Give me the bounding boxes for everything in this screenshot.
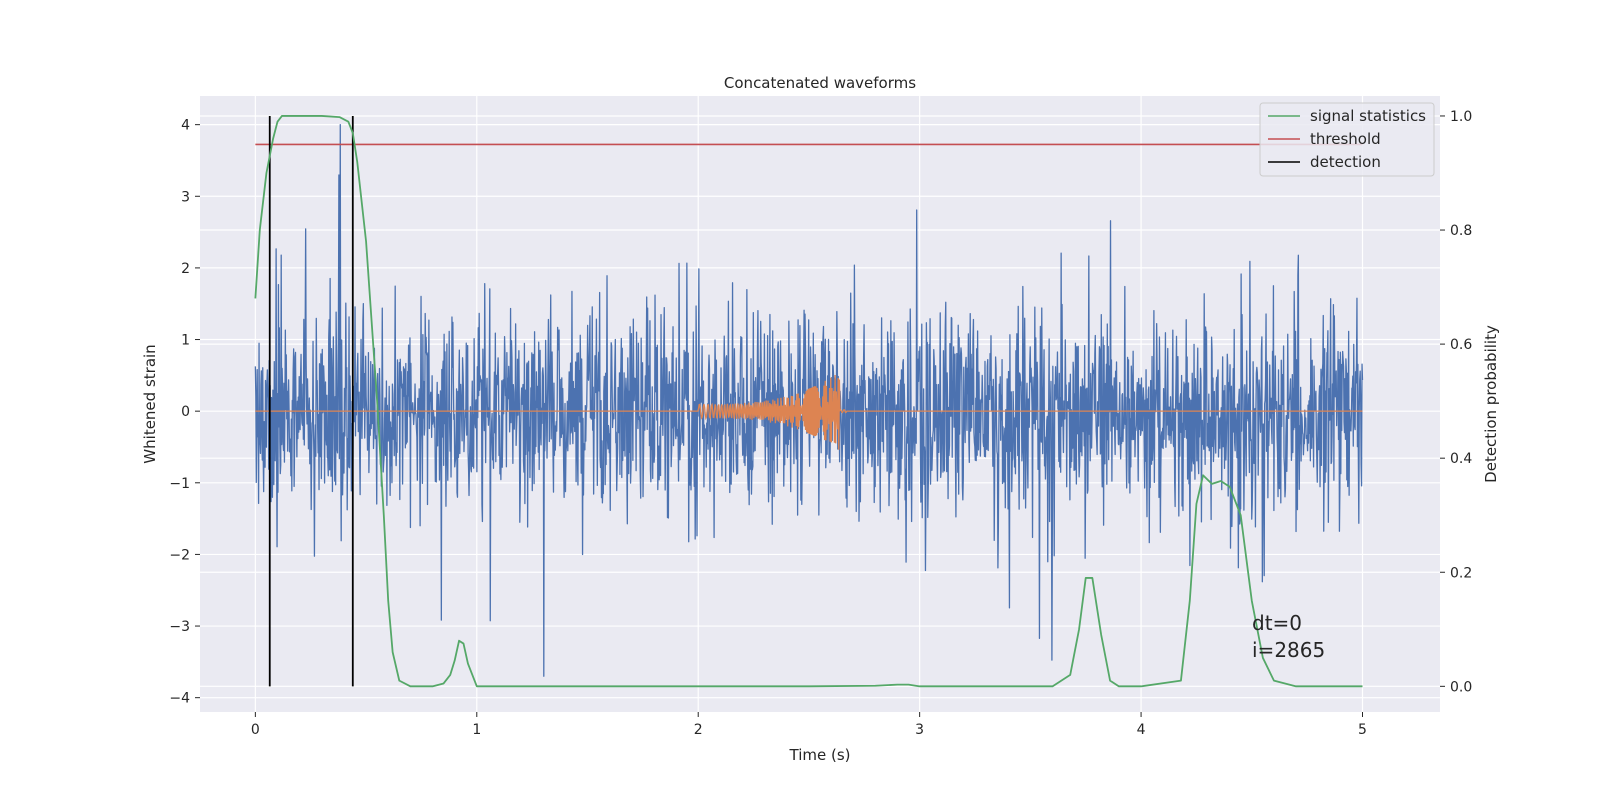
noise-line	[254, 124, 1364, 677]
chirp-line	[255, 374, 1363, 450]
y-left-tick-label: −2	[169, 547, 190, 563]
y-right-tick-label: 0.2	[1450, 565, 1472, 581]
ticks: 0 1 2 3 4 5 −4 −3 −2 −1 0 1 2 3 4 0.0 0.2 0.4 0.6 0.8 1.0	[169, 109, 1472, 738]
x-tick-label: 3	[915, 722, 924, 738]
legend-frame	[1259, 102, 1435, 177]
annotation-index: i=2865	[1252, 638, 1325, 662]
y-left-tick-label: −4	[169, 691, 190, 707]
x-tick-label: 1	[472, 722, 481, 738]
legend-label-threshold: threshold	[1310, 130, 1381, 148]
x-tick-label: 0	[251, 722, 260, 738]
legend-label-signal-statistics: signal statistics	[1310, 107, 1426, 125]
y-right-tick-label: 0.0	[1450, 679, 1472, 695]
detection-series	[268, 115, 354, 687]
x-tick-label: 2	[694, 722, 703, 738]
y-right-tick-label: 0.8	[1450, 223, 1472, 239]
y-left-tick-label: 0	[181, 404, 190, 420]
y-left-tick-label: −3	[169, 619, 190, 635]
signal-statistics-line	[254, 115, 1363, 688]
legend-label-detection: detection	[1310, 153, 1381, 171]
grid	[200, 96, 1440, 712]
y-left-tick-label: 4	[181, 118, 190, 134]
legend: signal statistics threshold detection	[1259, 102, 1435, 177]
y-left-tick-label: 3	[181, 189, 190, 205]
chart-title: Concatenated waveforms	[724, 74, 916, 92]
y-left-tick-label: 2	[181, 261, 190, 277]
annotation-dt: dt=0	[1252, 611, 1302, 635]
y-right-tick-label: 0.4	[1450, 451, 1472, 467]
y-left-tick-label: −1	[169, 476, 190, 492]
chirp-series	[255, 374, 1363, 450]
x-axis-label: Time (s)	[789, 746, 851, 764]
signal-statistics-series	[254, 115, 1363, 688]
y-left-tick-label: 1	[181, 333, 190, 349]
y-right-tick-label: 0.6	[1450, 337, 1472, 353]
y-axis-label-right: Detection probability	[1482, 325, 1500, 483]
x-tick-label: 4	[1137, 722, 1146, 738]
noise-series	[254, 124, 1364, 677]
y-right-tick-label: 1.0	[1450, 109, 1472, 125]
y-axis-label-left: Whitened strain	[141, 344, 159, 463]
x-tick-label: 5	[1358, 722, 1367, 738]
